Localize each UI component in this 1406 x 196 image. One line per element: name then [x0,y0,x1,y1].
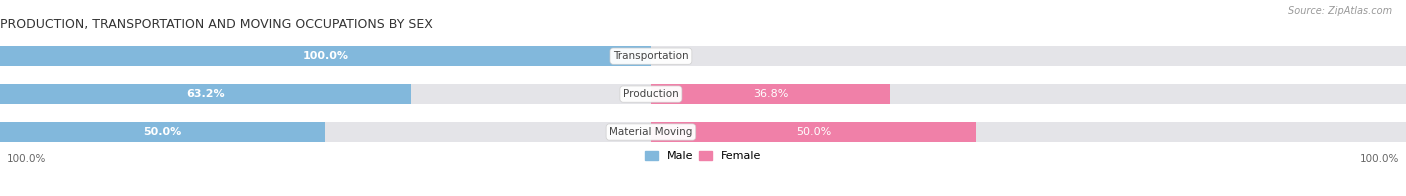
Bar [0,46,651,66]
Text: Production: Production [623,89,679,99]
Bar [0,84,1406,104]
Bar [651,84,890,104]
Text: 36.8%: 36.8% [754,89,789,99]
Text: Transportation: Transportation [613,51,689,61]
Bar [0,122,1406,142]
Text: PRODUCTION, TRANSPORTATION AND MOVING OCCUPATIONS BY SEX: PRODUCTION, TRANSPORTATION AND MOVING OC… [0,18,433,31]
Text: 50.0%: 50.0% [143,127,181,137]
Legend: Male, Female: Male, Female [644,151,762,162]
Text: 63.2%: 63.2% [187,89,225,99]
Text: Material Moving: Material Moving [609,127,693,137]
Text: Source: ZipAtlas.com: Source: ZipAtlas.com [1288,6,1392,16]
Text: 50.0%: 50.0% [796,127,831,137]
Bar [0,84,412,104]
Text: 100.0%: 100.0% [7,154,46,164]
Bar [651,122,976,142]
Text: 100.0%: 100.0% [1360,154,1399,164]
Text: 100.0%: 100.0% [302,51,349,61]
Bar [0,46,1406,66]
Bar [0,122,325,142]
